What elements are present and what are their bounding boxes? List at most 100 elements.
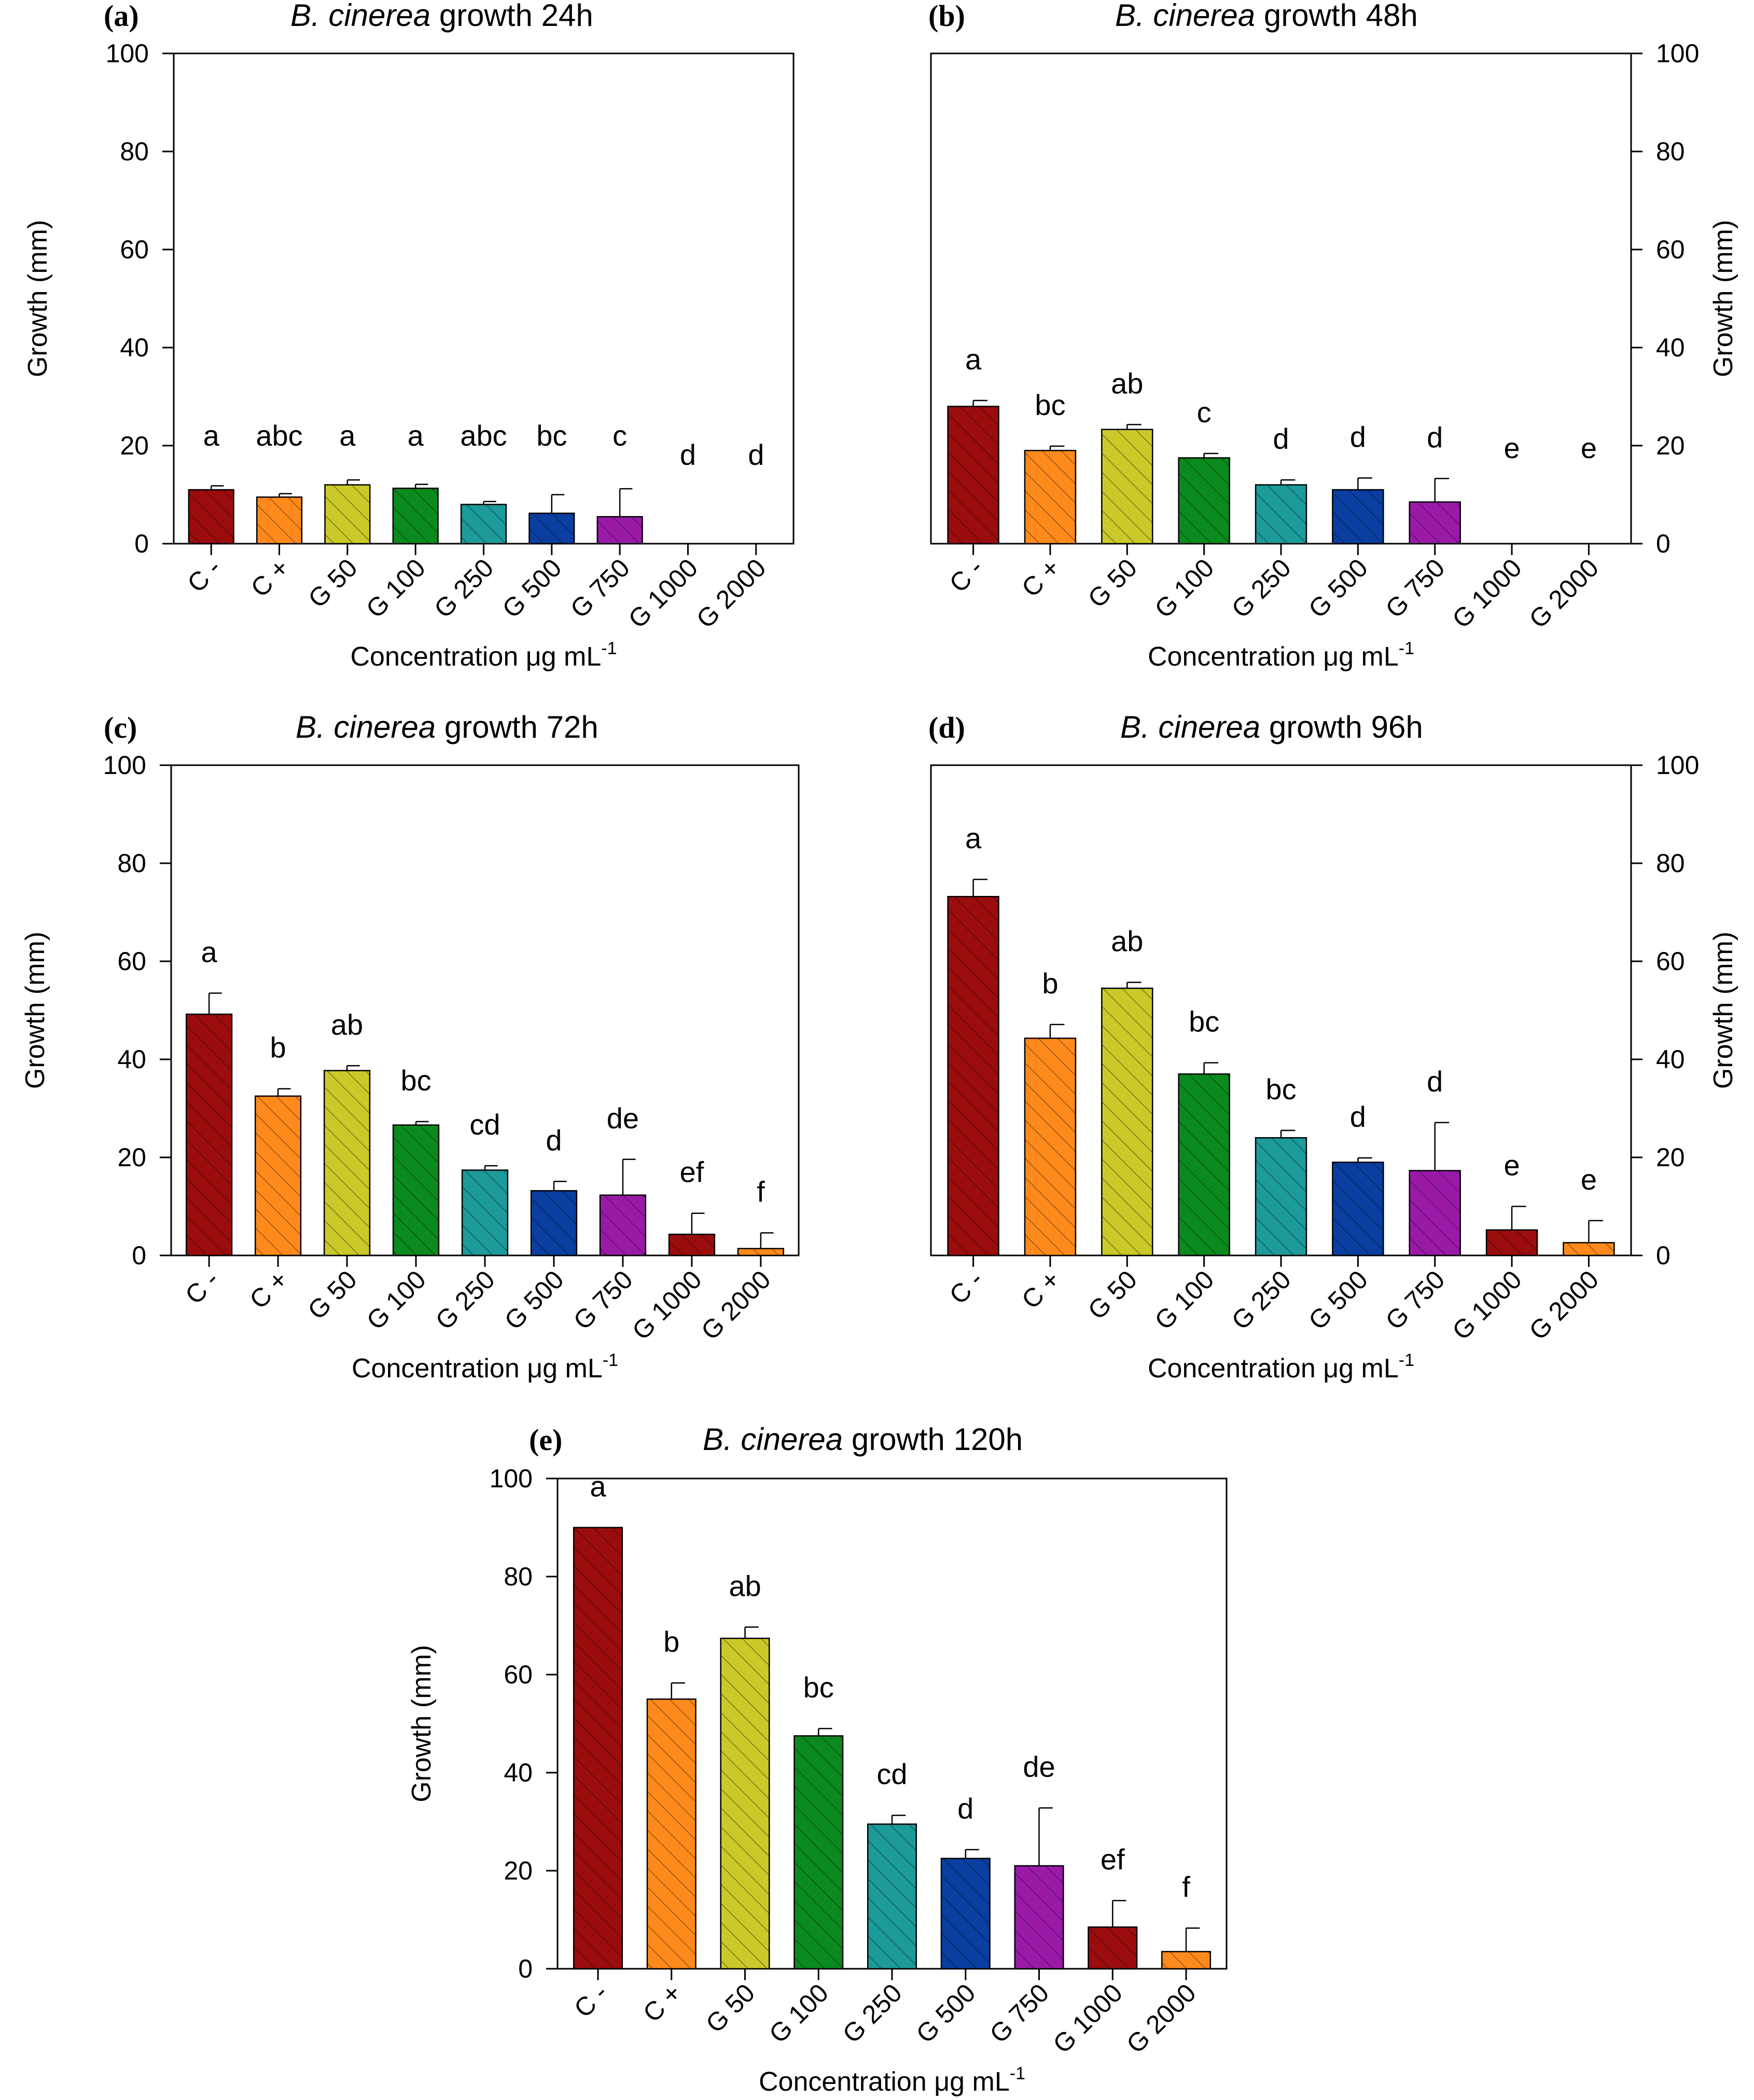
significance-letter: de (607, 1102, 639, 1135)
significance-letter: abc (460, 419, 507, 452)
x-tick-label: G 100 (361, 1265, 431, 1335)
y-tick-label: 0 (1656, 1241, 1671, 1270)
bar-hatch (1332, 1162, 1384, 1255)
x-tick-label: C - (182, 553, 227, 598)
bar-hatch (1102, 988, 1153, 1255)
significance-letter: d (546, 1124, 562, 1156)
x-tick-label: G 50 (302, 553, 363, 613)
x-axis-title-sup: -1 (1010, 2064, 1025, 2083)
x-axis-title: Concentration μg mL-1 (759, 2064, 1025, 2097)
significance-letter: a (339, 419, 356, 452)
significance-letter: d (680, 438, 696, 471)
panel-label: (c) (104, 711, 137, 744)
bar-hatch (529, 513, 575, 544)
bar-hatch (461, 504, 506, 544)
x-tick-label: G 1000 (1047, 1978, 1128, 2059)
x-tick-label: C - (944, 553, 989, 598)
bar-hatch (325, 485, 370, 544)
x-tick-label: C + (1016, 553, 1066, 603)
y-tick-label: 40 (1656, 333, 1685, 362)
bar-hatch (1409, 502, 1460, 544)
significance-letter: bc (536, 419, 567, 452)
bar-hatch (941, 1858, 990, 1969)
y-tick-label: 40 (1656, 1045, 1685, 1074)
bar-hatch (1563, 1242, 1614, 1255)
x-tick-label: G 50 (302, 1265, 363, 1325)
significance-letter: d (957, 1792, 973, 1825)
bar-hatch (1409, 1170, 1460, 1255)
y-tick-label: 100 (490, 1464, 533, 1493)
x-tick-label: G 250 (1226, 1265, 1297, 1335)
significance-letter: a (965, 343, 982, 376)
significance-letter: c (1197, 396, 1212, 429)
x-tick-label: G 500 (497, 553, 567, 624)
significance-letter: bc (1035, 389, 1065, 421)
y-tick-label: 100 (103, 751, 146, 780)
bar-hatch (393, 488, 438, 544)
significance-letter: abc (256, 419, 302, 452)
y-tick-label: 100 (106, 39, 149, 68)
y-tick-label: 80 (1656, 137, 1685, 166)
x-axis-title: Concentration μg mL-1 (352, 1350, 618, 1384)
y-tick-label: 100 (1656, 39, 1699, 68)
bar-hatch (868, 1824, 916, 1969)
significance-letter: a (203, 419, 220, 452)
significance-letter: a (590, 1470, 606, 1503)
y-tick-label: 80 (117, 849, 146, 878)
x-axis-title: Concentration μg mL-1 (1148, 639, 1414, 672)
y-axis-title: Growth (mm) (1708, 932, 1738, 1089)
panel-d: (d) B. cinerea growth 96h 0 20 40 60 80 100 Grow… (928, 710, 1738, 1384)
bar-hatch (597, 517, 643, 544)
bar-hatch (1162, 1951, 1210, 1969)
chart-title: B. cinerea growth 24h (290, 0, 593, 33)
x-axis-title-sup: -1 (603, 1350, 618, 1370)
y-tick-label: 20 (1656, 431, 1685, 460)
x-tick-label: C + (637, 1978, 687, 2028)
bar-hatch (186, 1014, 232, 1255)
x-tick-label: G 50 (1082, 1265, 1143, 1325)
y-tick-label: 20 (117, 1143, 146, 1172)
significance-letter: d (1273, 422, 1289, 455)
bar-hatch (393, 1125, 439, 1255)
bar-hatch (574, 1527, 622, 1969)
significance-letter: b (270, 1031, 286, 1064)
x-tick-label: G 2000 (1524, 553, 1605, 634)
significance-letter: a (201, 935, 218, 968)
bar-hatch (794, 1736, 843, 1969)
significance-letter: ab (331, 1008, 363, 1041)
panel-a: (a) B. cinerea growth 24h 0 20 40 60 80 100 Grow… (23, 0, 795, 672)
y-tick-label: 20 (504, 1856, 533, 1885)
y-tick-label: 80 (1656, 849, 1685, 878)
bar-hatch (1088, 1927, 1137, 1969)
x-axis-title-sup: -1 (1399, 1350, 1414, 1370)
bar-hatch (1014, 1866, 1064, 1969)
x-tick-label: G 2000 (1121, 1978, 1202, 2059)
bar-hatch (1024, 450, 1076, 544)
chart-title-italic: B. cinerea (703, 1422, 843, 1457)
x-tick-label: G 750 (1380, 1265, 1451, 1335)
bar-hatch (720, 1638, 770, 1969)
significance-letter: bc (400, 1064, 431, 1097)
significance-letter: bc (1189, 1005, 1219, 1038)
y-tick-label: 0 (518, 1954, 533, 1983)
significance-letter: ef (680, 1156, 704, 1189)
significance-letter: ef (1101, 1843, 1125, 1876)
significance-letter: cd (876, 1758, 907, 1790)
significance-letter: b (1042, 967, 1058, 1000)
x-tick-label: G 1000 (623, 553, 704, 634)
bar-hatch (324, 1070, 370, 1255)
y-tick-label: 100 (1656, 751, 1699, 780)
x-tick-label: C + (245, 553, 295, 603)
bar-hatch (462, 1170, 508, 1255)
significance-letter: d (1427, 1065, 1443, 1098)
bar-hatch (948, 896, 999, 1255)
significance-letter: e (1504, 432, 1520, 464)
y-tick-label: 0 (1656, 529, 1671, 558)
bar-hatch (1178, 458, 1230, 544)
y-axis-title: Growth (mm) (1708, 220, 1738, 377)
x-axis-title-main: Concentration μg mL (759, 2067, 1010, 2097)
x-tick-label: G 750 (984, 1978, 1054, 2049)
y-tick-label: 0 (134, 529, 149, 558)
bar-hatch (647, 1699, 696, 1969)
bar-hatch (188, 490, 234, 544)
